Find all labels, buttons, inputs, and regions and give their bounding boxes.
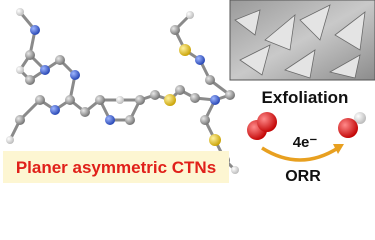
process-label: Exfoliation [262, 88, 349, 107]
sem-image [229, 0, 375, 81]
electrons-label: 4e⁻ [293, 134, 318, 151]
oh-molecule [338, 112, 366, 138]
page: Planer asymmetric CTNs Exfoliation 4e⁻ O… [3, 0, 375, 185]
molecule-bonds [8, 10, 237, 172]
molecule-atoms [6, 8, 239, 174]
o2-molecule [247, 112, 277, 140]
title-box [3, 151, 229, 183]
reaction-label: ORR [285, 168, 321, 185]
reaction-arrow [261, 146, 339, 162]
arrow-head [333, 144, 344, 154]
title: Planer asymmetric CTNs [16, 158, 216, 177]
graphic: Planer asymmetric CTNs Exfoliation 4e⁻ O… [3, 0, 375, 185]
